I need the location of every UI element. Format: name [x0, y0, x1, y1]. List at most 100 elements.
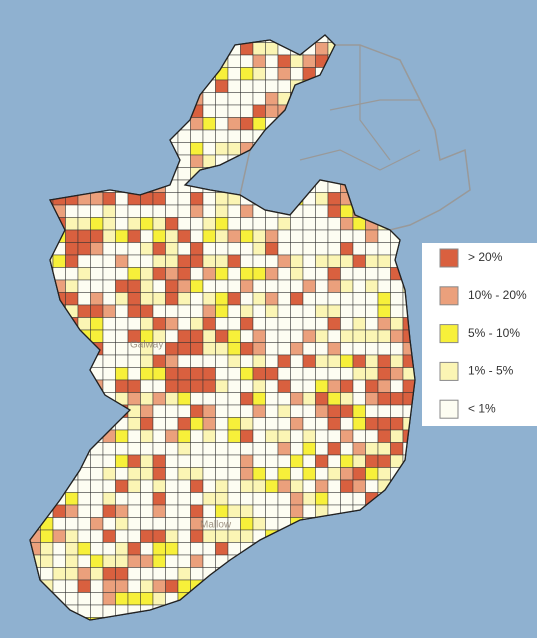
grid-cell	[327, 254, 341, 268]
grid-cell	[215, 242, 229, 256]
grid-cell	[277, 442, 291, 456]
grid-cell	[140, 479, 154, 493]
grid-cell	[102, 379, 116, 393]
grid-cell	[127, 442, 141, 456]
grid-cell	[290, 454, 304, 468]
grid-cell	[265, 392, 279, 406]
grid-cell	[390, 279, 404, 293]
grid-cell	[265, 104, 279, 118]
grid-cell	[102, 454, 116, 468]
grid-cell	[102, 367, 116, 381]
grid-cell	[177, 529, 191, 543]
grid-cell	[377, 304, 391, 318]
grid-cell	[302, 479, 316, 493]
grid-cell	[190, 117, 204, 131]
grid-cell	[202, 104, 216, 118]
grid-cell	[340, 379, 354, 393]
grid-cell	[240, 354, 254, 368]
grid-cell	[77, 592, 91, 606]
grid-cell	[240, 67, 254, 81]
grid-cell	[265, 42, 279, 56]
grid-cell	[315, 317, 329, 331]
grid-cell	[165, 442, 179, 456]
grid-cell	[252, 479, 266, 493]
grid-cell	[277, 354, 291, 368]
grid-cell	[115, 504, 129, 518]
grid-cell	[202, 342, 216, 356]
grid-cell	[152, 467, 166, 481]
grid-cell	[352, 229, 366, 243]
grid-cell	[277, 417, 291, 431]
grid-cell	[165, 404, 179, 418]
grid-cell	[77, 567, 91, 581]
grid-cell	[277, 229, 291, 243]
grid-cell	[202, 479, 216, 493]
grid-cell	[190, 367, 204, 381]
grid-cell	[115, 454, 129, 468]
grid-cell	[227, 54, 241, 68]
grid-cell	[327, 454, 341, 468]
grid-cell	[252, 92, 266, 106]
grid-cell	[127, 467, 141, 481]
grid-cell	[340, 454, 354, 468]
grid-cell	[227, 317, 241, 331]
grid-cell	[165, 242, 179, 256]
grid-cell	[177, 479, 191, 493]
grid-cell	[152, 442, 166, 456]
grid-cell	[90, 554, 104, 568]
grid-cell	[127, 304, 141, 318]
grid-cell	[77, 317, 91, 331]
grid-cell	[290, 329, 304, 343]
grid-cell	[165, 492, 179, 506]
grid-cell	[352, 404, 366, 418]
grid-cell	[177, 579, 191, 593]
grid-cell	[202, 554, 216, 568]
grid-cell	[152, 392, 166, 406]
grid-cell	[290, 267, 304, 281]
grid-cell	[327, 304, 341, 318]
grid-cell	[202, 367, 216, 381]
grid-cell	[202, 229, 216, 243]
grid-cell	[90, 567, 104, 581]
grid-cell	[265, 342, 279, 356]
grid-cell	[152, 192, 166, 206]
grid-cell	[315, 217, 329, 231]
grid-cell	[152, 279, 166, 293]
grid-cell	[377, 467, 391, 481]
grid-cell	[215, 454, 229, 468]
grid-cell	[152, 529, 166, 543]
grid-cell	[315, 204, 329, 218]
grid-cell	[227, 304, 241, 318]
grid-cell	[340, 367, 354, 381]
grid-cell	[177, 267, 191, 281]
grid-cell	[240, 54, 254, 68]
grid-cell	[352, 492, 366, 506]
grid-cell	[140, 467, 154, 481]
grid-cell	[190, 254, 204, 268]
grid-cell	[252, 117, 266, 131]
grid-cell	[102, 217, 116, 231]
grid-cell	[327, 354, 341, 368]
grid-cell	[277, 329, 291, 343]
grid-cell	[140, 517, 154, 531]
grid-cell	[77, 292, 91, 306]
grid-cell	[202, 142, 216, 156]
grid-cell	[265, 492, 279, 506]
grid-cell	[177, 317, 191, 331]
grid-cell	[102, 579, 116, 593]
grid-cell	[202, 529, 216, 543]
grid-cell	[265, 254, 279, 268]
grid-cell	[265, 242, 279, 256]
grid-cell	[115, 267, 129, 281]
grid-cell	[265, 467, 279, 481]
grid-cell	[377, 254, 391, 268]
grid-cell	[390, 392, 404, 406]
grid-cell	[127, 367, 141, 381]
grid-cell	[377, 392, 391, 406]
grid-cell	[215, 367, 229, 381]
grid-cell	[202, 129, 216, 143]
grid-cell	[240, 392, 254, 406]
grid-cell	[152, 517, 166, 531]
grid-cell	[140, 542, 154, 556]
